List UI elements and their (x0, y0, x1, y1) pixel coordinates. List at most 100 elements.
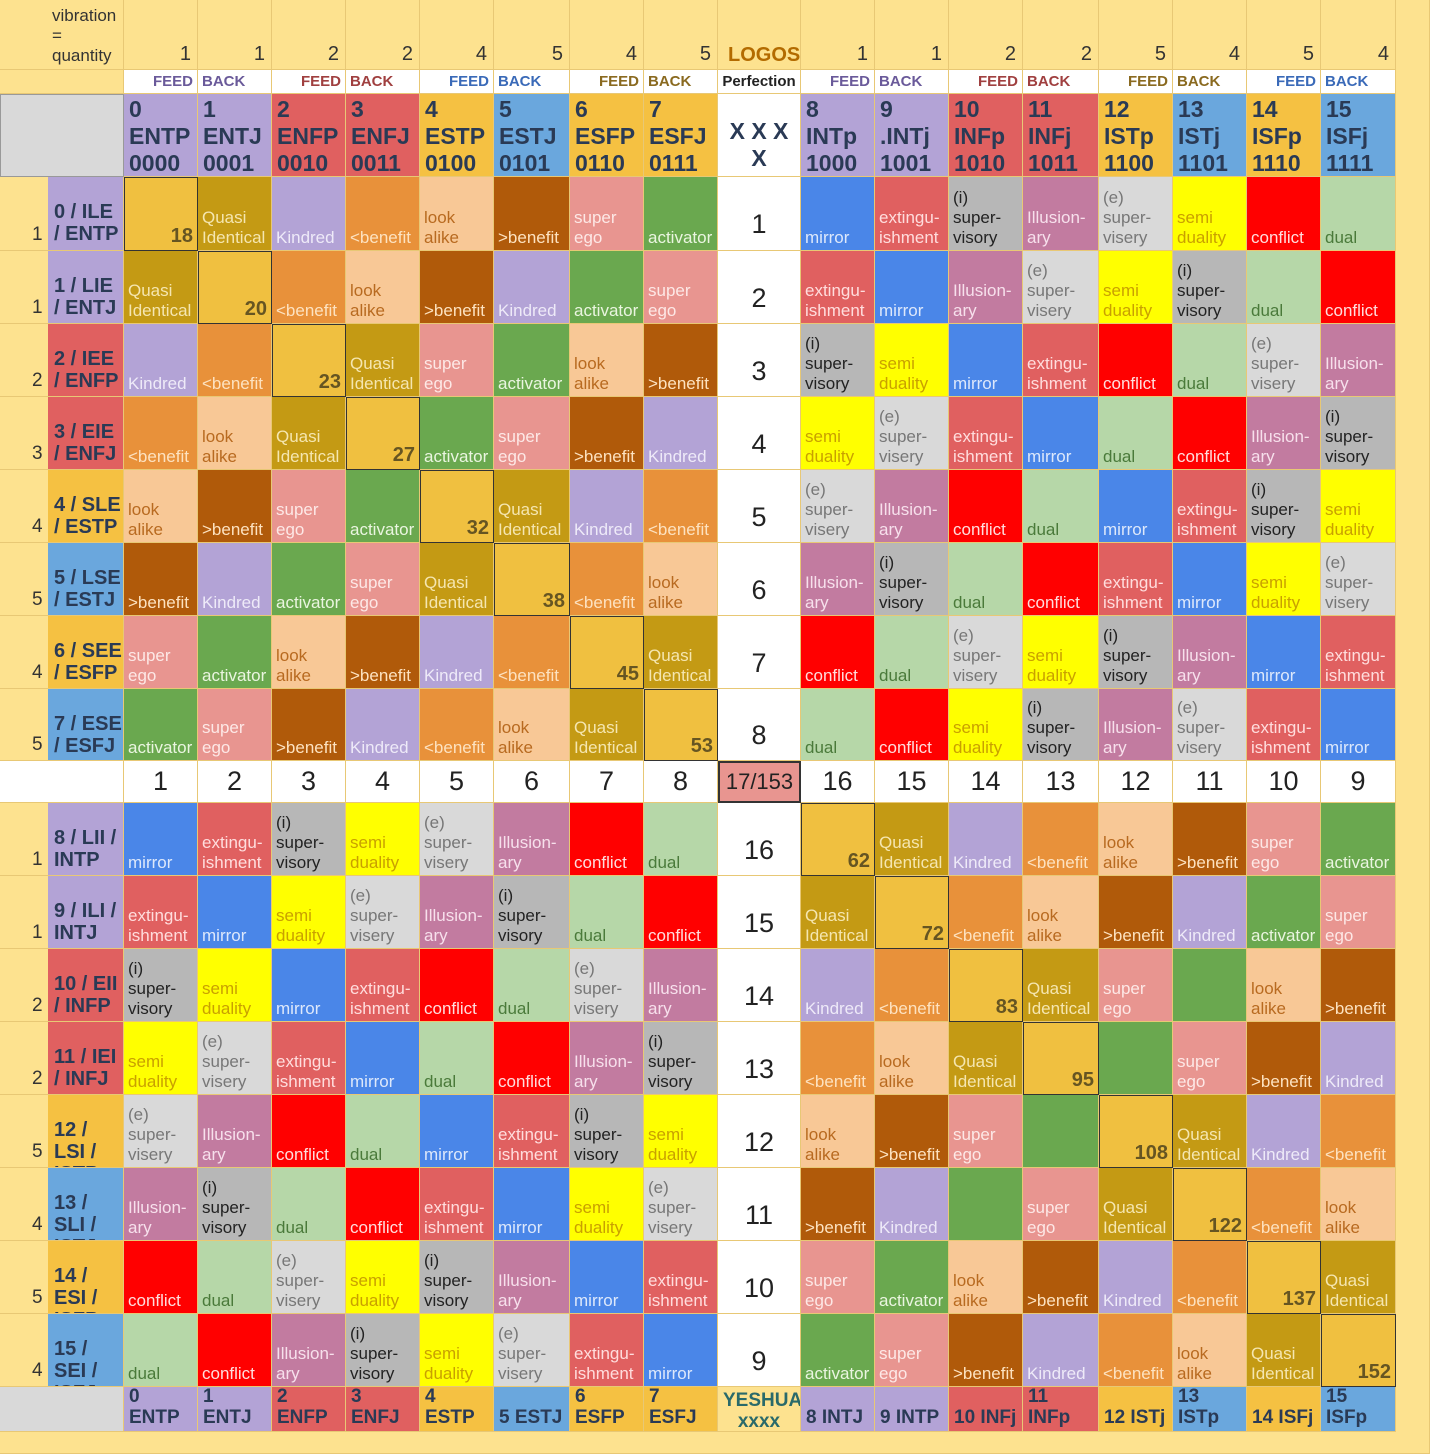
relation-cell-isuper[interactable]: (i) super- visory (1321, 397, 1396, 470)
relation-cell-kindred[interactable]: Kindred (1173, 876, 1247, 949)
relation-cell-illusion[interactable]: Illusion- ary (272, 1314, 346, 1387)
relation-cell-look[interactable]: look alike (1173, 1314, 1247, 1387)
relation-cell-super[interactable]: super ego (1099, 949, 1173, 1022)
relation-cell-mirror[interactable]: mirror (644, 1314, 718, 1387)
relation-cell-esuper[interactable]: (e) super- visery (494, 1314, 570, 1387)
relation-cell-isuper[interactable]: (i) super- visory (644, 1022, 718, 1095)
relation-cell-dual[interactable]: dual (124, 1314, 198, 1387)
relation-cell-mirror[interactable]: mirror (272, 949, 346, 1022)
relation-cell-semi[interactable]: semi duality (570, 1168, 644, 1241)
relation-cell-illusion[interactable]: Illusion- ary (494, 803, 570, 876)
relation-cell-mirror[interactable]: mirror (1023, 397, 1099, 470)
relation-cell-gbenefit[interactable]: >benefit (949, 1314, 1023, 1387)
relation-cell-exting[interactable]: extingu- ishment (346, 949, 420, 1022)
relation-cell-illusion[interactable]: Illusion- ary (644, 949, 718, 1022)
relation-cell-super[interactable]: super ego (420, 324, 494, 397)
relation-cell-isuper[interactable]: (i) super- visory (124, 949, 198, 1022)
relation-cell-conflict[interactable]: conflict (801, 616, 875, 689)
relation-cell-isuper[interactable]: (i) super- visory (346, 1314, 420, 1387)
relation-cell-illusion[interactable]: Illusion- ary (198, 1095, 272, 1168)
relation-cell-conflict[interactable]: conflict (1023, 543, 1099, 616)
relation-cell-mirror[interactable]: mirror (1099, 470, 1173, 543)
relation-cell-lbenefit[interactable]: <benefit (272, 251, 346, 324)
relation-cell-kindred[interactable]: Kindred (1321, 1022, 1396, 1095)
relation-cell-illusion[interactable]: Illusion- ary (801, 543, 875, 616)
relation-cell-conflict[interactable]: conflict (198, 1314, 272, 1387)
relation-cell-gbenefit[interactable]: >benefit (570, 397, 644, 470)
relation-cell-conflict[interactable]: conflict (949, 470, 1023, 543)
relation-cell-quasi[interactable]: Quasi Identical (346, 324, 420, 397)
relation-cell-lbenefit[interactable]: <benefit (644, 470, 718, 543)
relation-cell-quasi[interactable]: Quasi Identical (272, 397, 346, 470)
relation-cell-activator[interactable]: activator (494, 324, 570, 397)
relation-cell-gbenefit[interactable]: >benefit (420, 251, 494, 324)
relation-cell-identical[interactable]: 108 (1099, 1095, 1173, 1168)
relation-cell-conflict[interactable]: conflict (494, 1022, 570, 1095)
relation-cell-blankgreen[interactable] (1023, 1095, 1099, 1168)
relation-cell-look[interactable]: look alike (1023, 876, 1099, 949)
relation-cell-gbenefit[interactable]: >benefit (272, 689, 346, 761)
relation-cell-dual[interactable]: dual (198, 1241, 272, 1314)
relation-cell-esuper[interactable]: (e) super- visery (949, 616, 1023, 689)
relation-cell-super[interactable]: super ego (272, 470, 346, 543)
relation-cell-illusion[interactable]: Illusion- ary (949, 251, 1023, 324)
relation-cell-super[interactable]: super ego (1173, 1022, 1247, 1095)
relation-cell-semi[interactable]: semi duality (949, 689, 1023, 761)
relation-cell-dual[interactable]: dual (570, 876, 644, 949)
relation-cell-look[interactable]: look alike (272, 616, 346, 689)
relation-cell-super[interactable]: super ego (1247, 803, 1321, 876)
relation-cell-illusion[interactable]: Illusion- ary (420, 876, 494, 949)
relation-cell-illusion[interactable]: Illusion- ary (494, 1241, 570, 1314)
relation-cell-mirror[interactable]: mirror (801, 177, 875, 251)
relation-cell-conflict[interactable]: conflict (1099, 324, 1173, 397)
relation-cell-esuper[interactable]: (e) super- visery (801, 470, 875, 543)
relation-cell-exting[interactable]: extingu- ishment (1173, 470, 1247, 543)
relation-cell-illusion[interactable]: Illusion- ary (570, 1022, 644, 1095)
relation-cell-lbenefit[interactable]: <benefit (198, 324, 272, 397)
relation-cell-look[interactable]: look alike (198, 397, 272, 470)
relation-cell-super[interactable]: super ego (494, 397, 570, 470)
relation-cell-lbenefit[interactable]: <benefit (1099, 1314, 1173, 1387)
relation-cell-exting[interactable]: extingu- ishment (949, 397, 1023, 470)
relation-cell-esuper[interactable]: (e) super- visery (1247, 324, 1321, 397)
relation-cell-super[interactable]: super ego (801, 1241, 875, 1314)
relation-cell-gbenefit[interactable]: >benefit (1173, 803, 1247, 876)
relation-cell-look[interactable]: look alike (346, 251, 420, 324)
relation-cell-quasi[interactable]: Quasi Identical (875, 803, 949, 876)
relation-cell-gbenefit[interactable]: >benefit (1023, 1241, 1099, 1314)
relation-cell-activator[interactable]: activator (644, 177, 718, 251)
relation-cell-identical[interactable]: 83 (949, 949, 1023, 1022)
relation-cell-esuper[interactable]: (e) super- visery (272, 1241, 346, 1314)
relation-cell-semi[interactable]: semi duality (346, 1241, 420, 1314)
relation-cell-esuper[interactable]: (e) super- visery (420, 803, 494, 876)
relation-cell-quasi[interactable]: Quasi Identical (124, 251, 198, 324)
relation-cell-dual[interactable]: dual (1173, 324, 1247, 397)
relation-cell-quasi[interactable]: Quasi Identical (644, 616, 718, 689)
relation-cell-isuper[interactable]: (i) super- visory (1099, 616, 1173, 689)
relation-cell-mirror[interactable]: mirror (420, 1095, 494, 1168)
relation-cell-esuper[interactable]: (e) super- visery (346, 876, 420, 949)
relation-cell-lbenefit[interactable]: <benefit (875, 949, 949, 1022)
relation-cell-mirror[interactable]: mirror (494, 1168, 570, 1241)
relation-cell-identical[interactable]: 38 (494, 543, 570, 616)
relation-cell-activator[interactable]: activator (801, 1314, 875, 1387)
relation-cell-conflict[interactable]: conflict (875, 689, 949, 761)
relation-cell-isuper[interactable]: (i) super- visory (1247, 470, 1321, 543)
relation-cell-look[interactable]: look alike (644, 543, 718, 616)
relation-cell-kindred[interactable]: Kindred (198, 543, 272, 616)
relation-cell-illusion[interactable]: Illusion- ary (1247, 397, 1321, 470)
relation-cell-lbenefit[interactable]: <benefit (494, 616, 570, 689)
relation-cell-semi[interactable]: semi duality (346, 803, 420, 876)
relation-cell-mirror[interactable]: mirror (198, 876, 272, 949)
relation-cell-quasi[interactable]: Quasi Identical (801, 876, 875, 949)
relation-cell-lbenefit[interactable]: <benefit (570, 543, 644, 616)
relation-cell-gbenefit[interactable]: >benefit (1321, 949, 1396, 1022)
relation-cell-quasi[interactable]: Quasi Identical (420, 543, 494, 616)
relation-cell-esuper[interactable]: (e) super- visery (124, 1095, 198, 1168)
relation-cell-isuper[interactable]: (i) super- visory (570, 1095, 644, 1168)
relation-cell-conflict[interactable]: conflict (1321, 251, 1396, 324)
relation-cell-conflict[interactable]: conflict (1247, 177, 1321, 251)
relation-cell-exting[interactable]: extingu- ishment (124, 876, 198, 949)
relation-cell-identical[interactable]: 95 (1023, 1022, 1099, 1095)
relation-cell-identical[interactable]: 152 (1321, 1314, 1396, 1387)
